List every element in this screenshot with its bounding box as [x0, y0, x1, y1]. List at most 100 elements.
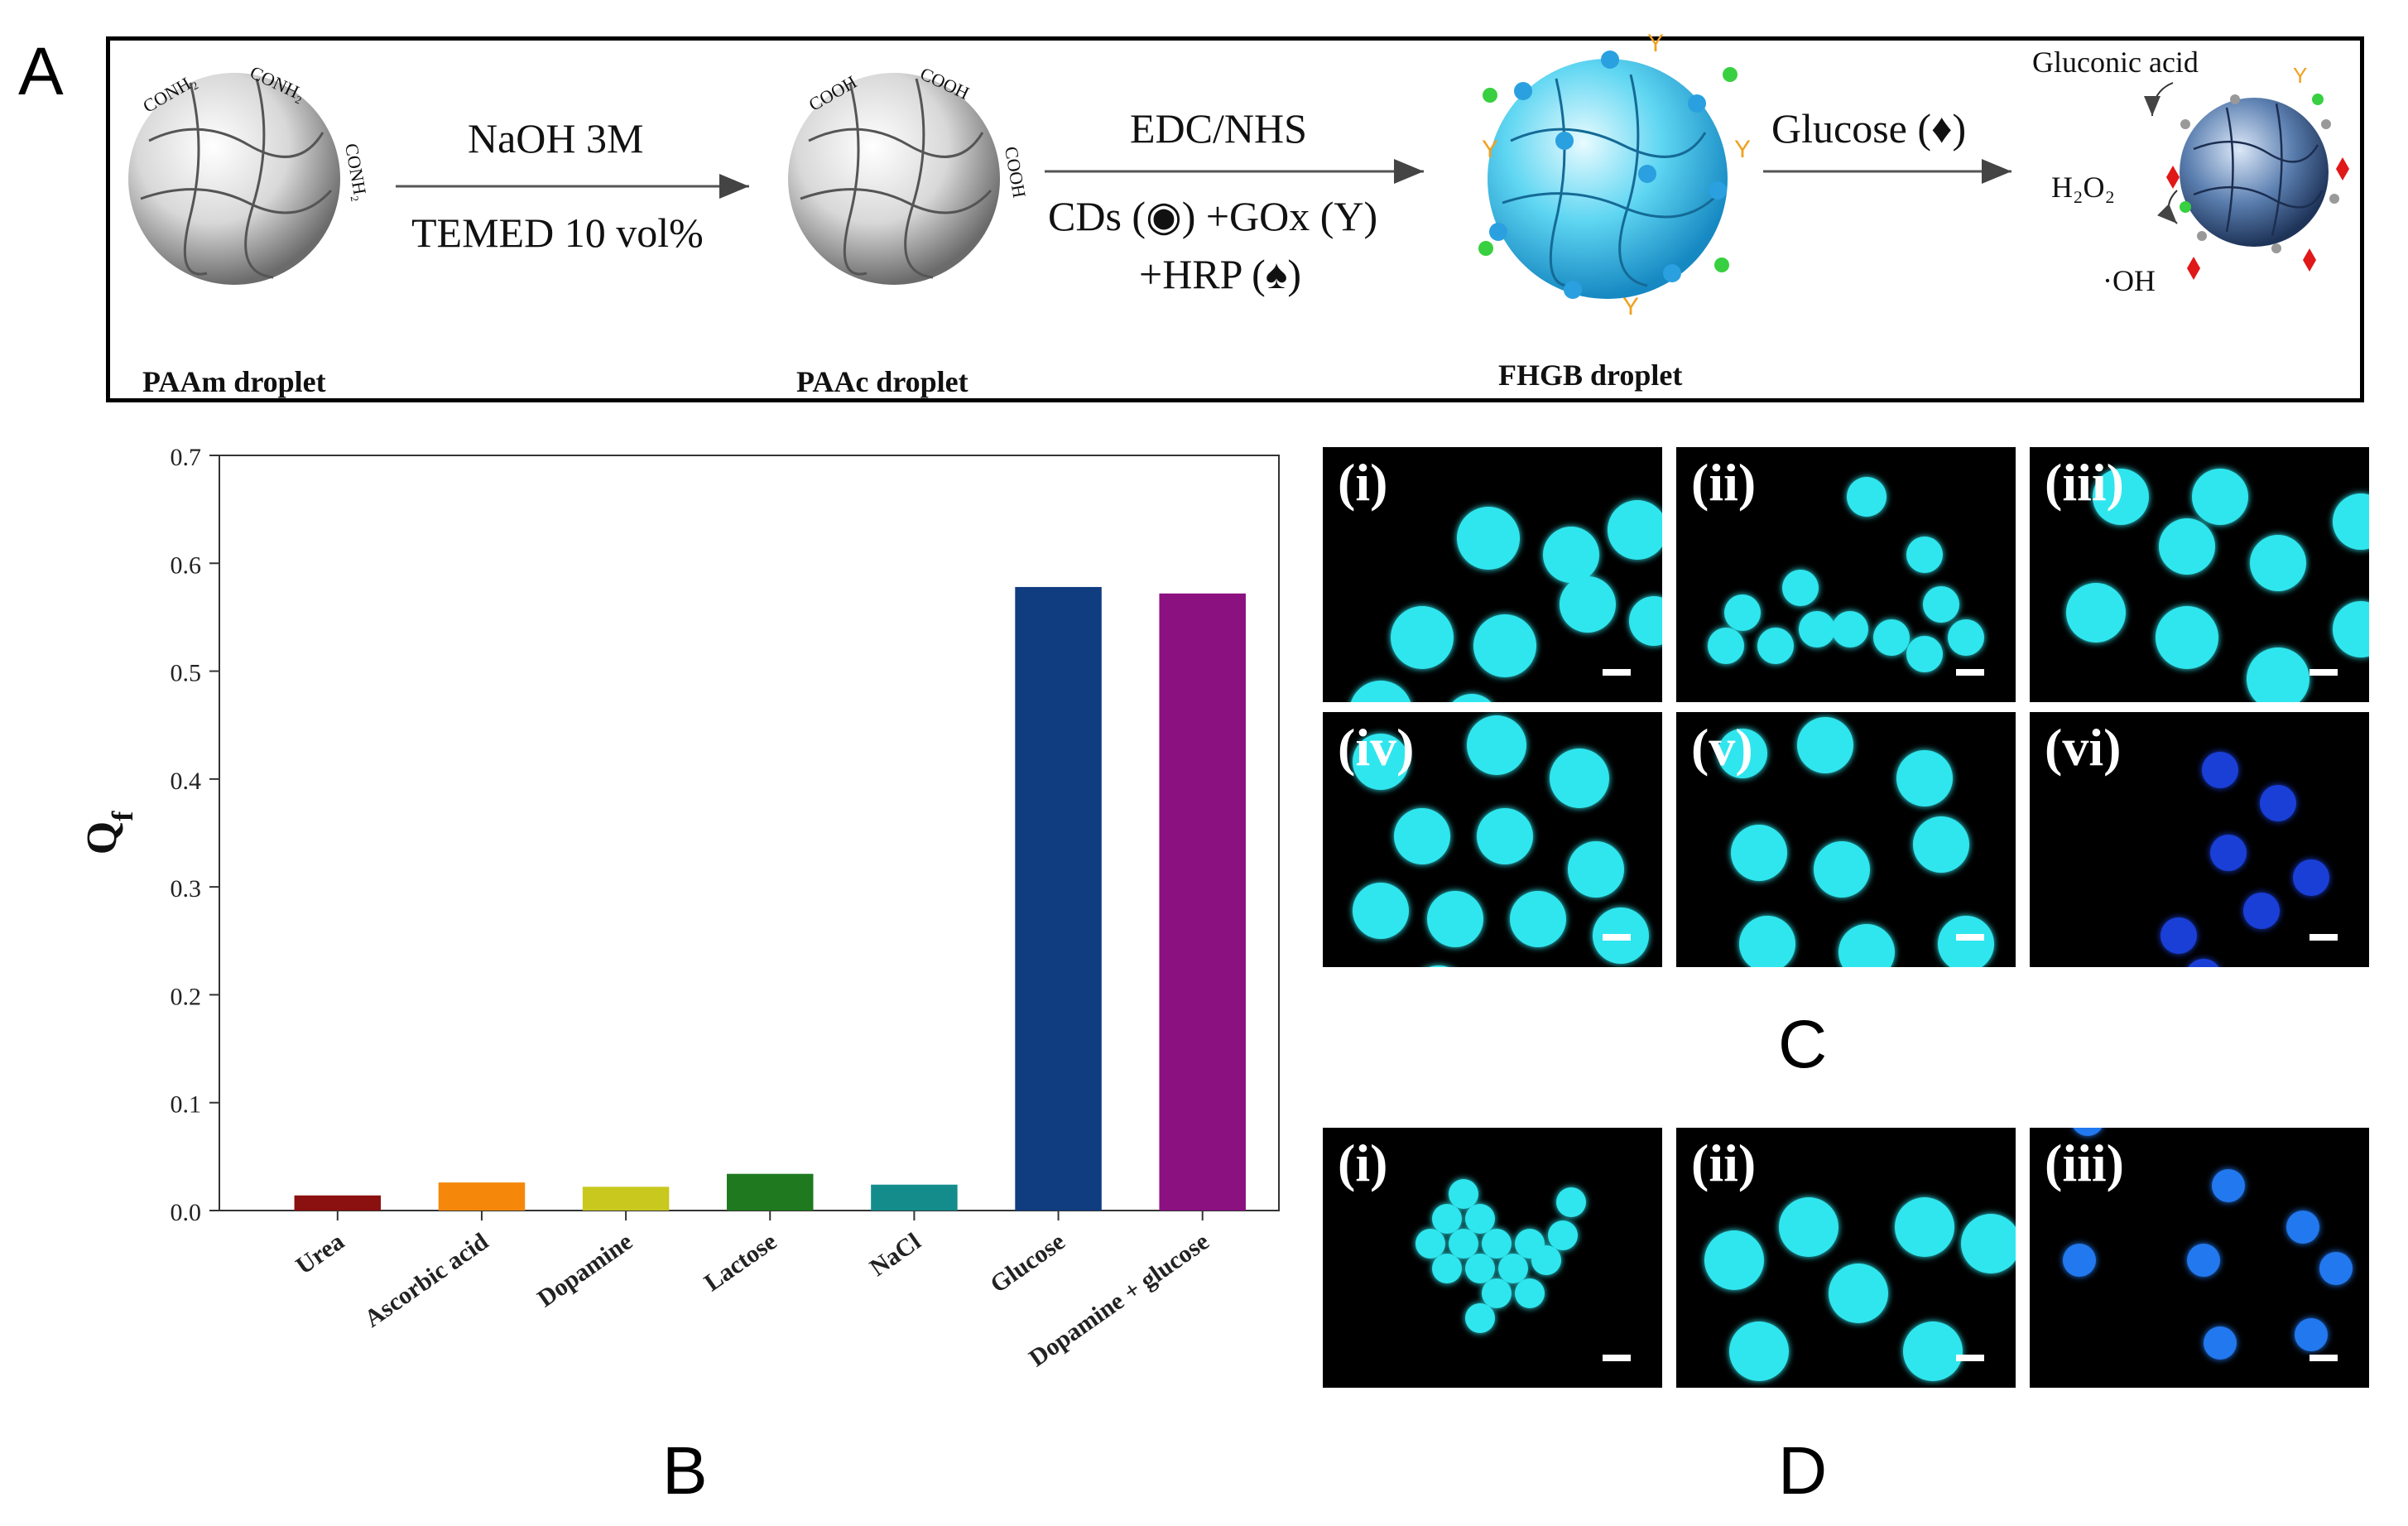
svg-text:Y: Y — [1647, 30, 1664, 57]
droplet — [1903, 1321, 1963, 1381]
panel-c-micrograph-label: (i) — [1338, 453, 1388, 512]
droplet — [1473, 614, 1536, 677]
droplet — [2250, 535, 2306, 591]
droplet — [1556, 1187, 1586, 1217]
droplet — [1896, 750, 1953, 806]
panel-c-micrograph-label: (vi) — [2045, 718, 2122, 777]
panel-d-micrograph: (iii) — [2030, 1128, 2369, 1388]
droplet — [2093, 469, 2149, 525]
droplet — [2212, 1169, 2245, 1202]
step1-reagent-1: NaOH 3M — [468, 115, 644, 161]
droplet — [1457, 507, 1520, 570]
scale-bar — [2309, 934, 2338, 941]
droplet — [1482, 1229, 1512, 1259]
droplet — [1906, 537, 1943, 573]
droplet — [1731, 825, 1787, 881]
droplet — [1739, 916, 1795, 967]
droplet — [2247, 647, 2309, 702]
droplet — [2192, 469, 2248, 525]
bar-dopamine-glucose — [1159, 593, 1246, 1211]
panel-c-micrograph: (ii) — [1676, 447, 2016, 702]
y-axis-label: Qf — [79, 811, 139, 854]
step2-reagent-2: CDs (◉) +GOx (Y) — [1048, 193, 1378, 239]
gluconic-acid-label: Gluconic acid — [2032, 46, 2199, 79]
panel-label-a: A — [18, 34, 64, 109]
droplet — [1465, 1204, 1495, 1234]
bar-lactose — [727, 1173, 814, 1211]
droplet — [1948, 619, 1984, 656]
droplet — [1906, 636, 1943, 672]
droplet — [1814, 841, 1870, 898]
y-tick-label: 0.7 — [171, 444, 202, 471]
droplet — [1543, 527, 1599, 583]
y-tick-label: 0.4 — [171, 768, 202, 795]
droplet — [2286, 1211, 2319, 1244]
droplet — [2156, 606, 2218, 669]
droplet — [1467, 715, 1526, 775]
paam-droplet-label: PAAm droplet — [142, 365, 326, 398]
droplet — [1799, 611, 1835, 647]
droplet — [1510, 891, 1566, 947]
droplet — [2071, 1128, 2104, 1136]
droplet — [2333, 493, 2369, 550]
droplet — [1550, 749, 1609, 808]
panel-d-micrograph: (ii) — [1676, 1128, 2016, 1388]
droplet — [2185, 959, 2222, 967]
droplet — [1531, 1245, 1561, 1275]
scale-bar — [1603, 669, 1631, 676]
droplet — [2319, 1252, 2353, 1285]
droplet — [1629, 596, 1662, 646]
droplet — [1708, 628, 1744, 664]
droplet — [1923, 586, 1959, 623]
panel-c-micrograph-label: (iii) — [2045, 453, 2124, 512]
droplet — [1608, 500, 1662, 560]
droplet — [1445, 694, 1498, 702]
droplet — [1498, 1254, 1528, 1283]
panel-c-micrograph: (vi) — [2030, 712, 2369, 967]
y-tick-label: 0.5 — [171, 660, 202, 687]
panel-label-d: D — [1778, 1433, 1828, 1509]
panel-label-b: B — [662, 1433, 708, 1509]
droplet — [1838, 924, 1895, 967]
panel-c-micrograph-label: (v) — [1691, 718, 1753, 777]
droplet — [1349, 681, 1412, 702]
droplet — [1394, 808, 1450, 864]
droplet — [2243, 893, 2280, 929]
droplet — [1782, 570, 1819, 606]
droplet — [2293, 859, 2329, 896]
droplet — [2260, 785, 2296, 821]
droplet — [1779, 1197, 1838, 1257]
droplet — [1729, 1321, 1789, 1381]
panel-d-micrograph-label: (ii) — [1691, 1134, 1757, 1192]
plot-frame — [219, 455, 1280, 1211]
panel-d-micrograph: (i) — [1323, 1128, 1662, 1388]
product-droplet-icon: Y — [2144, 63, 2349, 280]
droplet — [2187, 1244, 2220, 1277]
y-tick-label: 0.3 — [171, 875, 202, 903]
scale-bar — [1956, 934, 1984, 941]
svg-text:Y: Y — [1734, 136, 1751, 163]
fhgb-droplet-icon: Y Y Y Y — [1478, 30, 1751, 320]
scheme-graphics: Y Y Y Y Y — [128, 30, 2349, 320]
droplet — [1797, 717, 1853, 773]
scheme-box — [106, 36, 2364, 402]
panel-c-micrograph: (i) — [1323, 447, 1662, 702]
y-tick-label: 0.0 — [171, 1199, 202, 1226]
scale-bar — [1956, 1355, 1984, 1361]
y-tick-label: 0.2 — [171, 983, 202, 1010]
fhgb-droplet-label: FHGB droplet — [1498, 359, 1683, 392]
droplet — [1353, 734, 1409, 790]
panel-d-micrograph-label: (i) — [1338, 1134, 1388, 1192]
y-tick-label: 0.1 — [171, 1091, 202, 1119]
droplet — [2160, 917, 2197, 954]
droplet — [1411, 965, 1467, 967]
droplet — [1873, 619, 1910, 656]
svg-text:Y: Y — [1482, 136, 1498, 163]
panel-c-micrograph-label: (ii) — [1691, 453, 1757, 512]
paac-droplet-label: PAAc droplet — [796, 365, 968, 398]
droplet — [2063, 1244, 2096, 1277]
h2o2-label: H₂O₂ — [2051, 171, 2116, 204]
droplet — [1847, 477, 1887, 517]
bar-nacl — [871, 1184, 958, 1211]
droplet — [1560, 576, 1616, 633]
